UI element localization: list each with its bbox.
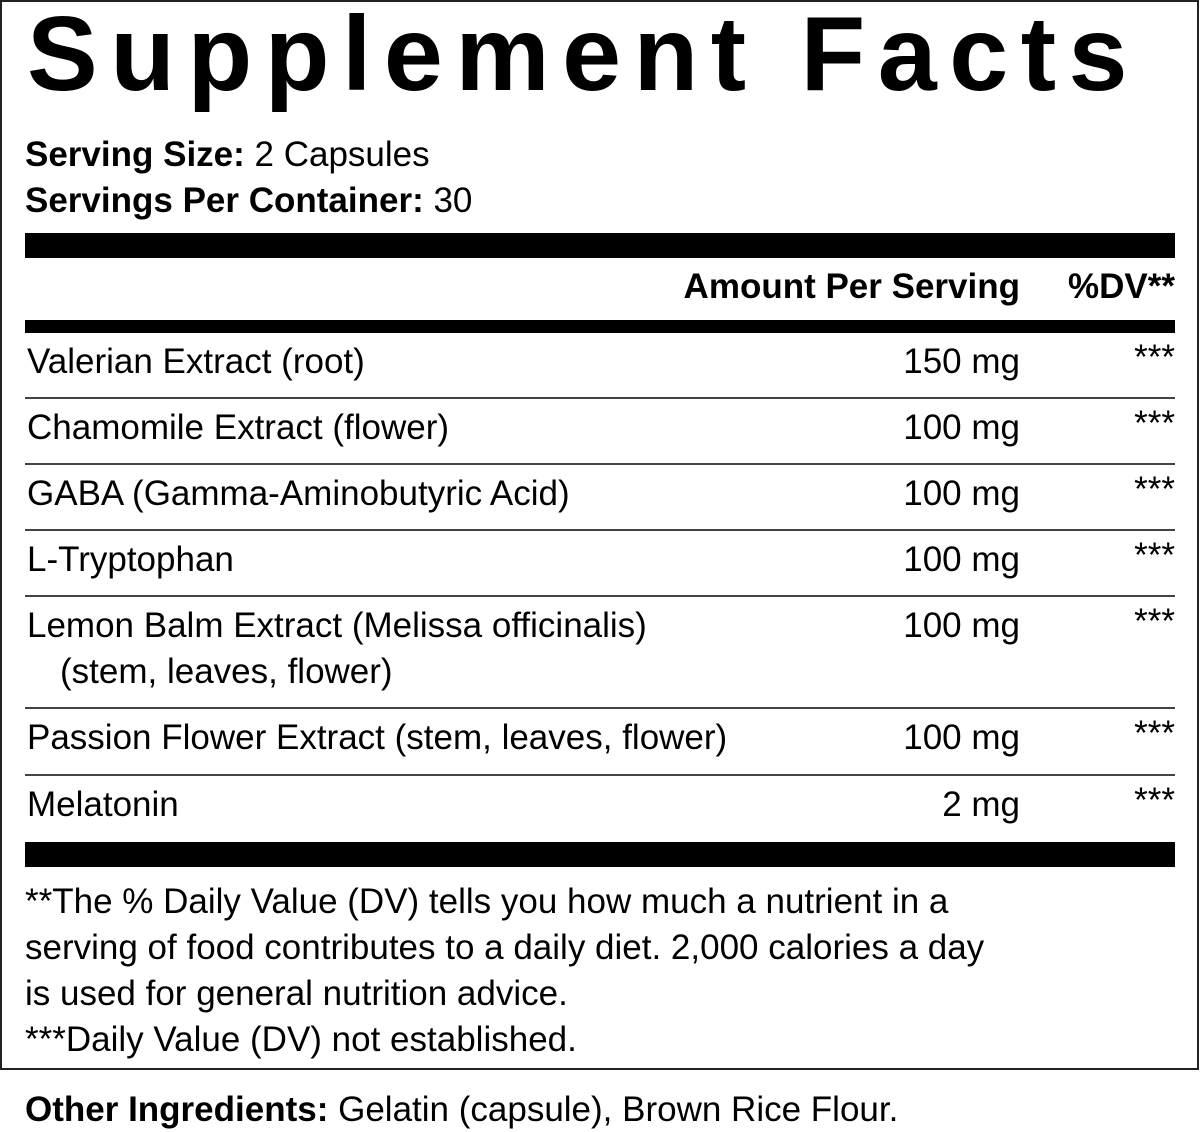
ingredient-dv: *** — [1134, 470, 1175, 509]
ingredient-row: GABA (Gamma-Aminobutyric Acid) 100 mg **… — [25, 465, 1175, 531]
ingredient-name: Lemon Balm Extract (Melissa officinalis) — [27, 606, 647, 645]
row-divider — [25, 707, 1175, 709]
ingredient-name: Passion Flower Extract (stem, leaves, fl… — [27, 718, 728, 757]
panel-title: Supplement Facts — [27, 0, 1140, 113]
ingredient-row: Lemon Balm Extract (Melissa officinalis)… — [25, 597, 1175, 707]
ingredient-row: Passion Flower Extract (stem, leaves, fl… — [25, 709, 1175, 775]
serving-size-value: 2 Capsules — [254, 135, 430, 174]
ingredient-dv: *** — [1134, 781, 1175, 820]
ingredient-name: Melatonin — [27, 785, 179, 824]
ingredient-row: Valerian Extract (root) 150 mg *** — [25, 333, 1175, 399]
footnote-line: is used for general nutrition advice. — [25, 974, 568, 1013]
servings-per-container: Servings Per Container: 30 — [25, 180, 472, 222]
thick-divider — [25, 842, 1175, 867]
footnote-line: ***Daily Value (DV) not established. — [25, 1020, 577, 1059]
ingredient-amount: 100 mg — [903, 408, 1020, 447]
dv-header: %DV** — [1068, 267, 1175, 306]
row-divider — [25, 595, 1175, 597]
ingredient-row: Chamomile Extract (flower) 100 mg *** — [25, 399, 1175, 465]
ingredient-name: L-Tryptophan — [27, 540, 234, 579]
row-divider — [25, 529, 1175, 531]
medium-divider — [25, 320, 1175, 333]
ingredient-name: Chamomile Extract (flower) — [27, 408, 450, 447]
ingredient-amount: 100 mg — [903, 606, 1020, 645]
ingredient-amount: 100 mg — [903, 718, 1020, 757]
footnotes: **The % Daily Value (DV) tells you how m… — [25, 879, 984, 1063]
thick-divider — [25, 233, 1175, 258]
other-ingredients: Other Ingredients: Gelatin (capsule), Br… — [25, 1089, 898, 1131]
ingredient-row: Melatonin 2 mg *** — [25, 776, 1175, 842]
ingredient-name: GABA (Gamma-Aminobutyric Acid) — [27, 474, 570, 513]
other-ingredients-value: Gelatin (capsule), Brown Rice Flour. — [338, 1090, 899, 1129]
ingredient-dv: *** — [1134, 536, 1175, 575]
ingredient-dv: *** — [1134, 714, 1175, 753]
footnote-line: serving of food contributes to a daily d… — [25, 928, 985, 967]
other-ingredients-label: Other Ingredients: — [25, 1090, 329, 1129]
supplement-facts-panel — [0, 0, 1199, 1070]
ingredient-dv: *** — [1134, 602, 1175, 641]
ingredient-name-detail: (stem, leaves, flower) — [60, 652, 393, 691]
ingredient-amount: 100 mg — [903, 540, 1020, 579]
row-divider — [25, 774, 1175, 776]
ingredient-amount: 150 mg — [903, 342, 1020, 381]
footnote-line: **The % Daily Value (DV) tells you how m… — [25, 882, 949, 921]
ingredient-row: L-Tryptophan 100 mg *** — [25, 531, 1175, 597]
ingredient-amount: 100 mg — [903, 474, 1020, 513]
serving-size: Serving Size: 2 Capsules — [25, 134, 430, 176]
ingredient-name: Valerian Extract (root) — [27, 342, 365, 381]
serving-size-label: Serving Size: — [25, 135, 245, 174]
row-divider — [25, 463, 1175, 465]
servings-per-container-label: Servings Per Container: — [25, 181, 424, 220]
ingredient-dv: *** — [1134, 338, 1175, 377]
servings-per-container-value: 30 — [433, 181, 473, 220]
ingredient-amount: 2 mg — [942, 785, 1020, 824]
row-divider — [25, 397, 1175, 399]
ingredient-dv: *** — [1134, 404, 1175, 443]
amount-per-serving-header: Amount Per Serving — [683, 267, 1020, 306]
